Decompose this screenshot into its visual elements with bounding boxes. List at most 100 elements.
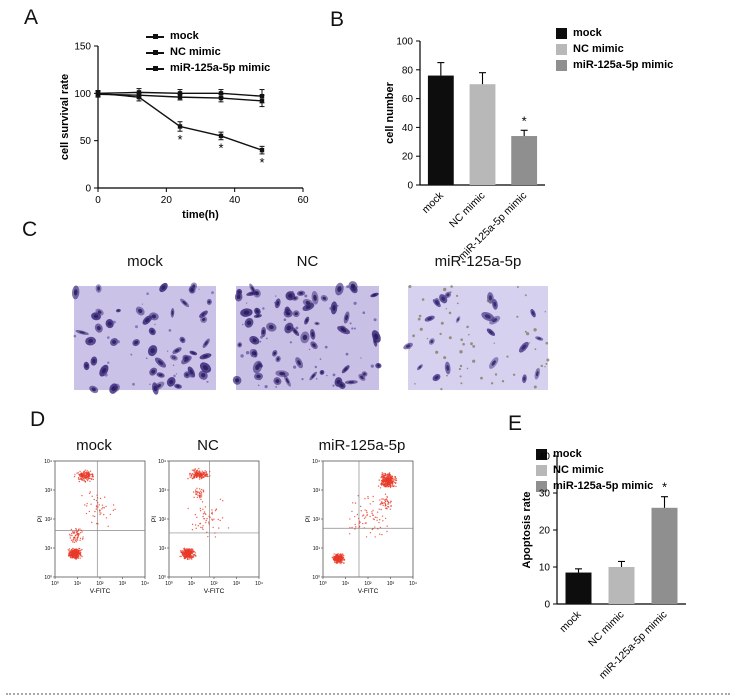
cell-number-legend: mock NC mimic miR-125a-5p mimic bbox=[556, 27, 673, 72]
flow-title-nc: NC bbox=[197, 437, 219, 454]
svg-text:10³: 10³ bbox=[387, 581, 395, 587]
svg-text:10⁴: 10⁴ bbox=[312, 459, 320, 465]
svg-text:time(h): time(h) bbox=[182, 209, 219, 221]
microscopy-image-mir bbox=[403, 285, 550, 391]
svg-text:10⁰: 10⁰ bbox=[165, 581, 173, 587]
legend-item-nc-mimic: NC mimic bbox=[146, 46, 270, 59]
legend-swatch bbox=[556, 28, 567, 39]
svg-text:Apoptosis rate: Apoptosis rate bbox=[521, 491, 533, 568]
svg-text:60: 60 bbox=[297, 195, 309, 206]
svg-text:mock: mock bbox=[420, 189, 447, 216]
svg-text:40: 40 bbox=[539, 452, 551, 463]
svg-text:20: 20 bbox=[402, 152, 414, 163]
svg-text:20: 20 bbox=[539, 526, 551, 537]
legend-label: mock bbox=[170, 30, 199, 42]
svg-text:50: 50 bbox=[80, 136, 92, 147]
svg-text:*: * bbox=[177, 132, 182, 147]
svg-text:10³: 10³ bbox=[45, 488, 53, 494]
microscopy-image-nc bbox=[232, 281, 382, 390]
legend-label: miR-125a-5p mimic bbox=[553, 480, 654, 492]
legend-item-mock: mock bbox=[556, 27, 673, 40]
panel-d-label: D bbox=[30, 408, 46, 431]
svg-text:10²: 10² bbox=[210, 581, 218, 587]
svg-text:0: 0 bbox=[95, 195, 101, 206]
svg-text:10⁰: 10⁰ bbox=[158, 575, 166, 581]
svg-text:V-FITC: V-FITC bbox=[204, 588, 225, 595]
legend-swatch bbox=[556, 60, 567, 71]
legend-swatch bbox=[536, 449, 547, 460]
svg-text:10¹: 10¹ bbox=[313, 546, 321, 552]
svg-text:NC mimic: NC mimic bbox=[586, 609, 627, 650]
svg-text:*: * bbox=[662, 480, 667, 495]
svg-text:100: 100 bbox=[396, 37, 413, 48]
svg-text:10⁴: 10⁴ bbox=[255, 581, 263, 587]
svg-text:PI: PI bbox=[305, 516, 312, 522]
svg-text:10²: 10² bbox=[159, 517, 167, 523]
svg-text:10⁴: 10⁴ bbox=[409, 581, 417, 587]
legend-swatch bbox=[556, 44, 567, 55]
legend-label: NC mimic bbox=[553, 464, 604, 476]
svg-text:10¹: 10¹ bbox=[188, 581, 196, 587]
svg-text:V-FITC: V-FITC bbox=[90, 588, 111, 595]
legend-item-mir-mimic: miR-125a-5p mimic bbox=[536, 480, 653, 493]
legend-label: miR-125a-5p mimic bbox=[170, 62, 271, 74]
svg-text:V-FITC: V-FITC bbox=[358, 588, 379, 595]
line-marker-icon bbox=[146, 65, 164, 71]
legend-item-nc-mimic: NC mimic bbox=[536, 464, 653, 477]
svg-text:*: * bbox=[522, 113, 527, 128]
svg-text:10³: 10³ bbox=[119, 581, 127, 587]
svg-text:10³: 10³ bbox=[233, 581, 241, 587]
line-marker-icon bbox=[146, 33, 164, 39]
microscopy-title-mock: mock bbox=[127, 253, 163, 270]
svg-text:20: 20 bbox=[161, 195, 173, 206]
svg-text:10²: 10² bbox=[96, 581, 104, 587]
legend-swatch bbox=[536, 481, 547, 492]
svg-text:10⁴: 10⁴ bbox=[44, 459, 52, 465]
svg-text:10¹: 10¹ bbox=[159, 546, 167, 552]
legend-item-nc-mimic: NC mimic bbox=[556, 43, 673, 56]
svg-text:30: 30 bbox=[539, 489, 551, 500]
svg-text:10²: 10² bbox=[313, 517, 321, 523]
flow-title-mir: miR-125a-5p bbox=[318, 437, 406, 454]
svg-text:10⁴: 10⁴ bbox=[141, 581, 149, 587]
svg-text:10⁰: 10⁰ bbox=[44, 575, 52, 581]
legend-label: miR-125a-5p mimic bbox=[573, 59, 674, 71]
microscopy-image-mock bbox=[71, 282, 216, 395]
svg-text:40: 40 bbox=[402, 123, 414, 134]
legend-label: mock bbox=[553, 448, 582, 460]
svg-text:*: * bbox=[259, 155, 264, 170]
line-marker-icon bbox=[146, 49, 164, 55]
svg-text:cell survival rate: cell survival rate bbox=[59, 74, 71, 160]
svg-text:10²: 10² bbox=[364, 581, 372, 587]
svg-text:10²: 10² bbox=[45, 517, 53, 523]
svg-text:PI: PI bbox=[37, 516, 44, 522]
legend-label: NC mimic bbox=[170, 46, 221, 58]
panel-a-label: A bbox=[24, 6, 39, 29]
svg-text:10⁴: 10⁴ bbox=[158, 459, 166, 465]
panel-e-label: E bbox=[508, 412, 523, 435]
svg-text:PI: PI bbox=[151, 516, 158, 522]
flow-title-mock: mock bbox=[76, 437, 112, 454]
legend-label: NC mimic bbox=[573, 43, 624, 55]
legend-label: mock bbox=[573, 27, 602, 39]
svg-text:NC mimic: NC mimic bbox=[447, 190, 488, 231]
svg-text:60: 60 bbox=[402, 94, 414, 105]
svg-text:100: 100 bbox=[74, 89, 91, 100]
legend-item-mir-mimic: miR-125a-5p mimic bbox=[146, 62, 270, 75]
legend-item-mock: mock bbox=[146, 30, 270, 43]
cell-survival-line-chart: 0 20 40 60 0 50 100 150 time(h) cell survival rat… bbox=[59, 42, 309, 222]
svg-text:cell number: cell number bbox=[384, 81, 396, 143]
svg-text:0: 0 bbox=[407, 181, 413, 192]
panel-b-label: B bbox=[330, 8, 345, 31]
svg-text:10¹: 10¹ bbox=[342, 581, 350, 587]
svg-text:0: 0 bbox=[544, 600, 550, 611]
svg-text:10³: 10³ bbox=[159, 488, 167, 494]
svg-text:10⁰: 10⁰ bbox=[312, 575, 320, 581]
legend-swatch bbox=[536, 465, 547, 476]
svg-text:*: * bbox=[218, 141, 223, 156]
